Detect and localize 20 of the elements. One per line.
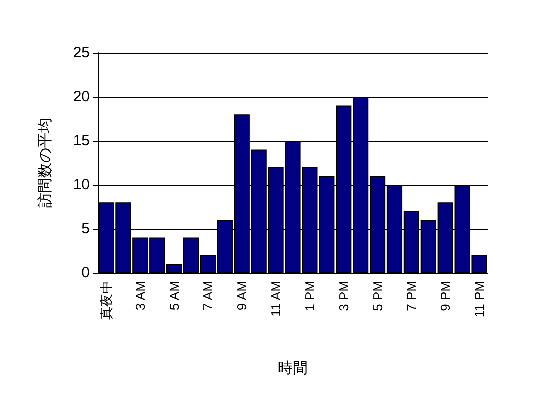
y-tick-label: 25 bbox=[73, 44, 90, 62]
x-tick-label: 9 PM bbox=[438, 281, 454, 312]
x-axis-title: 時間 bbox=[278, 360, 308, 377]
y-tick-label: 15 bbox=[73, 132, 90, 150]
x-tick-label: 7 PM bbox=[404, 281, 420, 312]
x-tick-label: 3 AM bbox=[132, 281, 148, 311]
x-tick-label: 5 PM bbox=[370, 281, 386, 312]
x-tick-label: 真夜中 bbox=[98, 281, 114, 320]
y-tick-label: 20 bbox=[73, 88, 90, 106]
x-tick-label: 5 AM bbox=[166, 281, 182, 311]
x-tick-label: 1 PM bbox=[302, 281, 318, 312]
x-tick-label: 11 PM bbox=[472, 281, 488, 318]
y-axis-title: 訪問数の平均 bbox=[37, 118, 54, 208]
y-tick-label: 10 bbox=[73, 176, 90, 194]
y-tick-label: 0 bbox=[82, 264, 90, 282]
x-tick-label: 7 AM bbox=[200, 281, 216, 311]
y-tick-label: 5 bbox=[82, 220, 90, 238]
x-tick-label: 3 PM bbox=[336, 281, 352, 312]
x-tick-label: 11 AM bbox=[268, 281, 284, 317]
x-tick-label: 9 AM bbox=[234, 281, 250, 311]
